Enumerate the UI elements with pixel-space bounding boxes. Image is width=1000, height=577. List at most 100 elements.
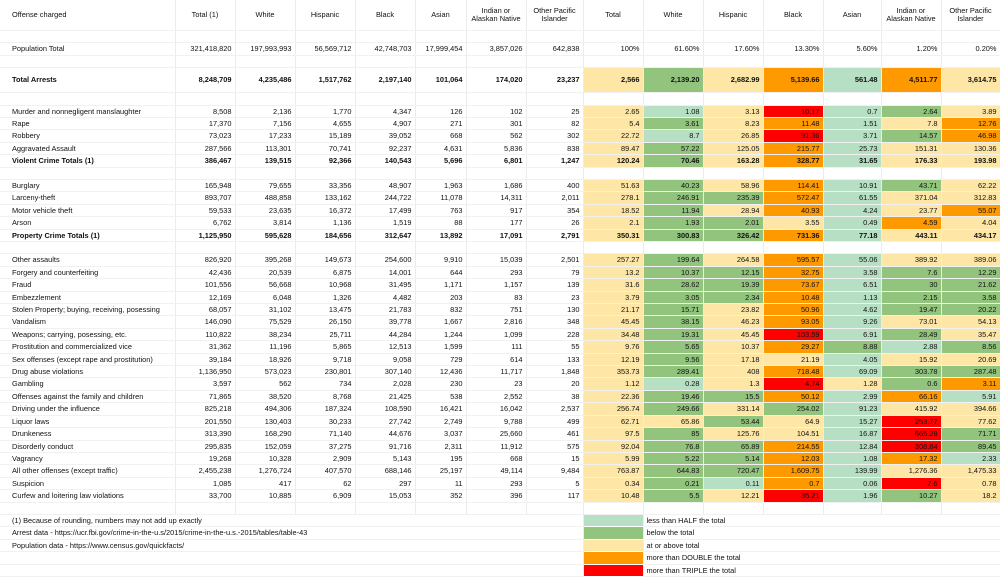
rate-cell[interactable]: 665.28 — [881, 427, 942, 441]
count-cell[interactable]: 5,143 — [355, 452, 416, 466]
count-cell[interactable]: 38,520 — [235, 390, 296, 404]
row-label[interactable]: Driving under the influence — [0, 402, 176, 416]
row-label[interactable]: Disorderly conduct — [0, 440, 176, 453]
rate-cell[interactable]: 6.51 — [823, 278, 882, 292]
count-cell[interactable]: 729 — [415, 353, 467, 367]
rate-cell[interactable]: 54.13 — [941, 315, 1000, 329]
count-cell[interactable]: 23 — [526, 291, 584, 305]
count-cell[interactable]: 92,237 — [355, 142, 416, 156]
empty-cell[interactable] — [526, 55, 584, 69]
rate-cell[interactable]: 21.19 — [763, 353, 824, 367]
count-cell[interactable]: 17,999,454 — [415, 42, 467, 56]
rate-cell[interactable]: 4.59 — [881, 216, 942, 230]
rate-cell[interactable]: 10.17 — [763, 105, 824, 119]
row-label[interactable]: Violent Crime Totals (1) — [0, 154, 176, 168]
count-cell[interactable]: 354 — [526, 204, 584, 218]
count-cell[interactable]: 8,768 — [295, 390, 356, 404]
count-cell[interactable]: 91,716 — [355, 440, 416, 453]
rate-cell[interactable]: 46.23 — [703, 315, 764, 329]
row-label[interactable]: Vandalism — [0, 315, 176, 329]
empty-cell[interactable] — [583, 55, 644, 69]
rate-cell[interactable]: 18.52 — [583, 204, 644, 218]
count-cell[interactable]: 307,140 — [355, 365, 416, 379]
rate-cell[interactable]: 12.29 — [941, 266, 1000, 280]
rate-cell[interactable]: 70.46 — [643, 154, 704, 168]
count-cell[interactable]: 25,197 — [415, 464, 467, 478]
rate-cell[interactable]: 11.94 — [643, 204, 704, 218]
rate-cell[interactable]: 415.92 — [881, 402, 942, 416]
rate-cell[interactable]: 10.37 — [703, 340, 764, 354]
rate-cell[interactable]: 40.93 — [763, 204, 824, 218]
count-cell[interactable]: 1,667 — [415, 315, 467, 329]
rate-cell[interactable]: 4.62 — [823, 303, 882, 317]
count-cell[interactable]: 1,963 — [415, 179, 467, 193]
header-hispanic[interactable]: Hispanic — [295, 0, 356, 31]
count-cell[interactable]: 59,533 — [175, 204, 236, 218]
count-cell[interactable]: 3,857,026 — [466, 42, 527, 56]
count-cell[interactable]: 101,064 — [415, 67, 467, 94]
count-cell[interactable]: 668 — [466, 452, 527, 466]
count-cell[interactable]: 3,037 — [415, 427, 467, 441]
empty-cell[interactable] — [583, 92, 644, 106]
count-cell[interactable]: 287,566 — [175, 142, 236, 156]
rate-cell[interactable]: 120.24 — [583, 154, 644, 168]
empty-cell[interactable] — [703, 30, 764, 44]
rate-cell[interactable]: 246.91 — [643, 191, 704, 205]
count-cell[interactable]: 6,048 — [235, 291, 296, 305]
rate-cell[interactable]: 287.48 — [941, 365, 1000, 379]
count-cell[interactable]: 56,668 — [235, 278, 296, 292]
count-cell[interactable]: 48,907 — [355, 179, 416, 193]
empty-cell[interactable] — [583, 241, 644, 255]
rate-cell[interactable]: 8.7 — [643, 129, 704, 143]
rate-cell[interactable]: 35.21 — [763, 489, 824, 503]
count-cell[interactable]: 917 — [466, 204, 527, 218]
count-cell[interactable]: 573,023 — [235, 365, 296, 379]
count-cell[interactable]: 15 — [526, 452, 584, 466]
rate-cell[interactable]: 1.08 — [823, 452, 882, 466]
count-cell[interactable]: 18,926 — [235, 353, 296, 367]
empty-cell[interactable] — [583, 502, 644, 515]
count-cell[interactable]: 11,717 — [466, 365, 527, 379]
rate-cell[interactable]: 2.33 — [941, 452, 1000, 466]
empty-cell[interactable] — [763, 167, 824, 181]
count-cell[interactable]: 133,162 — [295, 191, 356, 205]
rate-cell[interactable]: 3.79 — [583, 291, 644, 305]
rate-cell[interactable]: 151.31 — [881, 142, 942, 156]
rate-cell[interactable]: 15.27 — [823, 415, 882, 429]
rate-cell[interactable]: 28.49 — [881, 328, 942, 342]
rate-cell[interactable]: 199.64 — [643, 253, 704, 267]
empty-cell[interactable] — [295, 241, 356, 255]
row-label[interactable]: Suspicion — [0, 477, 176, 491]
count-cell[interactable]: 33,700 — [175, 489, 236, 503]
rate-cell[interactable]: 46.98 — [941, 129, 1000, 143]
rate-cell[interactable]: 718.48 — [763, 365, 824, 379]
rate-cell[interactable]: 62.22 — [941, 179, 1000, 193]
row-label[interactable]: Drunkeness — [0, 427, 176, 441]
count-cell[interactable]: 70,741 — [295, 142, 356, 156]
rate-cell[interactable]: 176.33 — [881, 154, 942, 168]
count-cell[interactable]: 83 — [466, 291, 527, 305]
rate-cell[interactable]: 312.83 — [941, 191, 1000, 205]
rate-cell[interactable]: 289.41 — [643, 365, 704, 379]
header-native[interactable]: Indian or Alaskan Native — [466, 0, 527, 31]
empty-cell[interactable] — [941, 30, 1000, 44]
count-cell[interactable]: 8,508 — [175, 105, 236, 119]
rate-cell[interactable]: 0.06 — [823, 477, 882, 491]
empty-cell[interactable] — [763, 30, 824, 44]
rate-cell[interactable]: 0.21 — [643, 477, 704, 491]
empty-cell[interactable] — [703, 55, 764, 69]
empty-cell[interactable] — [881, 167, 942, 181]
count-cell[interactable]: 832 — [415, 303, 467, 317]
empty-cell[interactable] — [235, 502, 296, 515]
pct-cell[interactable]: 1.20% — [881, 42, 942, 56]
rate-cell[interactable]: 89.45 — [941, 440, 1000, 453]
count-cell[interactable]: 56,569,712 — [295, 42, 356, 56]
count-cell[interactable]: 10,885 — [235, 489, 296, 503]
rate-cell[interactable]: 55.07 — [941, 204, 1000, 218]
count-cell[interactable]: 1,599 — [415, 340, 467, 354]
count-cell[interactable]: 244,722 — [355, 191, 416, 205]
rate-cell[interactable]: 40.23 — [643, 179, 704, 193]
count-cell[interactable]: 33,356 — [295, 179, 356, 193]
pct-cell[interactable]: 17.60% — [703, 42, 764, 56]
count-cell[interactable]: 4,907 — [355, 117, 416, 131]
